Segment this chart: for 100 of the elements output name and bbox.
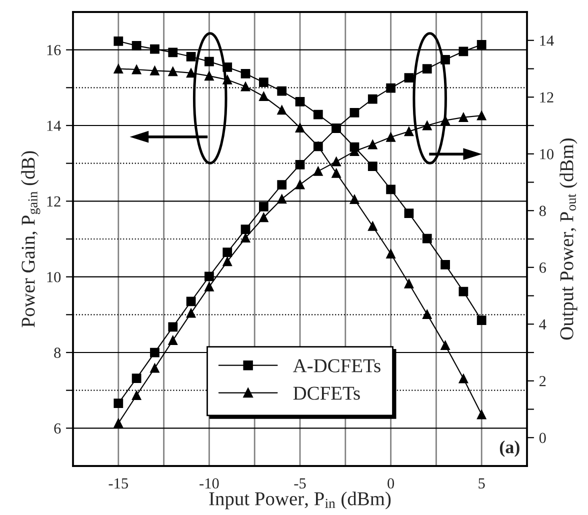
point [204,71,214,81]
point [186,296,196,306]
point [114,418,124,428]
y-tick-label: 10 [47,272,61,282]
point [150,44,160,54]
point [458,46,468,56]
point [240,82,250,92]
point [168,66,178,76]
point [277,86,287,96]
point [132,390,142,400]
point [132,64,142,74]
point [295,123,305,132]
point [386,184,396,194]
point [350,108,360,118]
y2-tick-label: 8 [539,206,546,216]
point [168,48,178,58]
point [368,162,378,172]
point [258,78,268,88]
y-axis-title: Power Gain, P$_{gain}$ (dB) [21,151,40,328]
point [204,282,214,292]
point [295,96,305,106]
y2-tick-label: 12 [540,92,554,102]
point [277,180,287,190]
y2-tick-label: 0 [539,432,546,444]
point [404,278,414,288]
point [350,194,360,204]
point [186,52,196,62]
point [422,64,432,74]
point [295,160,305,170]
annotation: (a) [500,440,520,457]
point [404,208,414,218]
point [476,410,486,420]
y2-axis-title: Output Power, P$_{out}$ (dBm) [560,138,578,340]
point [386,249,396,258]
x-tick-label: 5 [478,478,485,489]
point [458,374,468,384]
point [440,54,450,64]
point [277,194,287,204]
point [168,322,178,332]
point [295,180,305,190]
x-tick-label: -10 [200,478,219,489]
y-tick-label: 8 [54,348,61,358]
point [168,336,178,345]
point [132,374,142,384]
point [204,56,214,66]
point [277,105,287,115]
point [404,126,414,136]
y2-tick-label: 14 [540,36,554,46]
point [476,110,486,120]
point [422,120,432,130]
point [386,83,396,93]
point [476,40,486,50]
point [240,224,250,234]
point [368,94,378,104]
point [440,116,450,126]
point [150,363,160,373]
x-tick-label: -5 [294,478,306,489]
point [186,308,196,318]
point [458,286,468,296]
point [386,132,396,142]
x-tick-label: -15 [108,478,128,489]
point [440,260,450,270]
point [313,166,323,176]
x-axis-title: Input Power, P$_{in}$ (dBm) [209,492,391,510]
y-tick-label: 16 [47,45,61,56]
point [114,398,124,408]
point [458,112,468,122]
legend-label: A-DCFETs [292,359,380,372]
point [313,110,323,120]
point [114,64,124,74]
y-tick-label: 14 [47,120,61,131]
point [132,40,142,50]
point [114,36,124,46]
point [476,316,486,326]
y2-tick-label: 2 [539,376,546,386]
point [150,66,160,76]
point [204,272,214,282]
point [368,140,378,150]
y2-tick-label: 6 [539,262,546,273]
point [258,92,268,102]
point [222,248,232,258]
legend-label: DCFETs [293,386,360,400]
y-tick-label: 6 [54,423,61,434]
y2-tick-label: 10 [540,149,554,160]
y2-tick-label: 4 [539,319,546,330]
point [240,233,250,243]
y-tick-label: 12 [47,196,60,206]
point [332,156,342,166]
point [440,340,450,350]
point [404,73,414,83]
point [222,256,232,266]
point [422,234,432,244]
point [186,68,196,78]
point [332,168,342,178]
point [240,68,250,78]
point [258,202,268,212]
point [150,348,160,358]
point [422,310,432,319]
point [368,221,378,231]
x-tick-label: 0 [388,478,394,489]
